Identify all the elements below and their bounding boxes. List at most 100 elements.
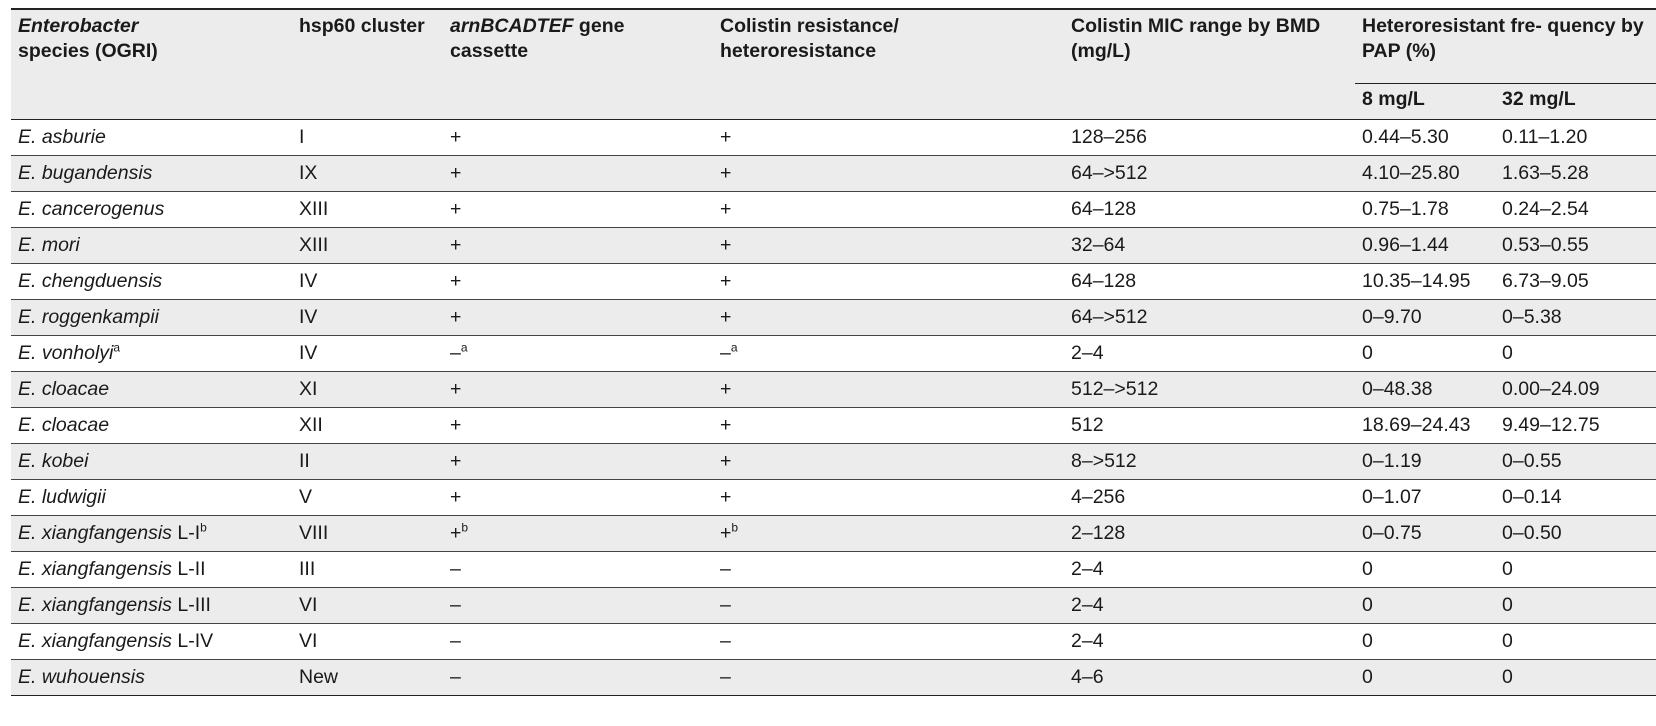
species-name: E. vonholyi xyxy=(18,342,114,364)
mic-value: 64–>512 xyxy=(1071,306,1148,328)
cell-species: E. ludwigii xyxy=(11,480,292,516)
freq-8-value: 0–1.07 xyxy=(1362,486,1422,508)
cell-freq-8: 0–1.07 xyxy=(1355,480,1495,516)
cell-species: E. chengduensis xyxy=(11,264,292,300)
freq-32-value: 9.49–12.75 xyxy=(1502,414,1600,436)
cell-freq-8: 0–1.19 xyxy=(1355,444,1495,480)
cell-freq-8: 0 xyxy=(1355,552,1495,588)
table-row: E. ludwigii V + +4–256 0–1.07 0–0.14 xyxy=(11,480,1656,516)
cell-freq-32: 0 xyxy=(1495,588,1656,624)
cell-freq-8: 0–0.75 xyxy=(1355,516,1495,552)
freq-32-value: 1.63–5.28 xyxy=(1502,162,1589,184)
freq-32-value: 0 xyxy=(1502,342,1513,364)
arn-value: – xyxy=(450,594,461,616)
cluster-value: IX xyxy=(299,162,318,184)
species-name: E. mori xyxy=(18,234,80,256)
cell-cluster: VIII xyxy=(292,516,443,552)
header-species: Enterobacter species (OGRI) xyxy=(11,9,292,120)
cell-arn: – xyxy=(443,552,713,588)
cell-mic: 32–64 xyxy=(1064,228,1355,264)
mic-value: 512 xyxy=(1071,414,1104,436)
mic-value: 64–128 xyxy=(1071,198,1137,220)
species-lineage: L-II xyxy=(171,558,206,580)
cell-cluster: XIII xyxy=(292,228,443,264)
table-row: E. cancerogenus XIII + +64–128 0.75–1.78 0.24… xyxy=(11,192,1656,228)
table-row: E. roggenkampii IV + +64–>512 0–9.70 0–5.38 xyxy=(11,299,1656,336)
mic-value: 2–4 xyxy=(1071,630,1104,652)
cell-mic: 2–4 xyxy=(1064,624,1355,660)
freq-8-value: 4.10–25.80 xyxy=(1362,162,1460,184)
resistance-footnote: b xyxy=(731,520,739,535)
arn-value: – xyxy=(450,558,461,580)
cell-freq-8: 0.44–5.30 xyxy=(1355,120,1495,156)
cell-freq-32: 0 xyxy=(1495,660,1656,696)
mic-value: 64–>512 xyxy=(1071,162,1148,184)
cell-arn: + xyxy=(443,408,713,444)
resistance-value: – xyxy=(720,594,731,616)
cell-arn: – xyxy=(443,660,713,696)
species-name: E. asburie xyxy=(18,126,106,148)
cell-species: E. xiangfangensis L-IV xyxy=(11,624,292,660)
freq-8-value: 0 xyxy=(1362,630,1373,652)
header-8mgl: 8 mg/L xyxy=(1362,88,1425,110)
species-name: E. xiangfangensis xyxy=(18,558,172,580)
cell-freq-32: 0 xyxy=(1495,336,1656,372)
resistance-value: + xyxy=(720,450,732,472)
cell-arn: + xyxy=(443,156,713,192)
cell-mic: 2–4 xyxy=(1064,588,1355,624)
cell-freq-32: 0.00–24.09 xyxy=(1495,372,1656,408)
cluster-value: XIII xyxy=(299,234,329,256)
cell-species: E. xiangfangensis L-II xyxy=(11,552,292,588)
cell-mic: 128–256 xyxy=(1064,120,1355,156)
cell-freq-8: 0.96–1.44 xyxy=(1355,228,1495,264)
header-species-rest: species (OGRI) xyxy=(18,40,158,62)
cell-cluster: New xyxy=(292,660,443,696)
cell-species: E. vonholyia xyxy=(11,336,292,372)
resistance-value: + xyxy=(720,306,732,328)
mic-value: 8–>512 xyxy=(1071,450,1137,472)
cell-freq-8: 0 xyxy=(1355,588,1495,624)
cell-mic: 64–128 xyxy=(1064,192,1355,228)
table-row: E. xiangfangensis L-III VI – – 2–4 0 0 xyxy=(11,587,1656,624)
cluster-value: VI xyxy=(299,594,318,616)
species-name: E. xiangfangensis xyxy=(18,630,172,652)
header-mic-range: Colistin MIC range by BMD (mg/L) xyxy=(1071,15,1321,62)
freq-8-value: 0.75–1.78 xyxy=(1362,198,1449,220)
cluster-value: IV xyxy=(299,306,318,328)
resistance-value: + xyxy=(720,486,732,508)
cell-freq-8: 4.10–25.80 xyxy=(1355,156,1495,192)
species-name: E. cloacae xyxy=(18,378,110,400)
cell-cluster: V xyxy=(292,480,443,516)
cluster-value: VI xyxy=(299,630,318,652)
cell-species: E. cloacae xyxy=(11,372,292,408)
freq-8-value: 0–0.75 xyxy=(1362,522,1422,544)
cell-arn: + xyxy=(443,228,713,264)
cell-resistance: + xyxy=(713,408,1064,444)
resistance-value: + xyxy=(720,414,732,436)
freq-32-value: 0–0.14 xyxy=(1502,486,1562,508)
freq-8-value: 0 xyxy=(1362,666,1373,688)
arn-value: + xyxy=(450,126,462,148)
cell-arn: – xyxy=(443,588,713,624)
freq-8-value: 10.35–14.95 xyxy=(1362,270,1471,292)
species-lineage: L-IV xyxy=(171,630,214,652)
cell-cluster: XII xyxy=(292,408,443,444)
table-row: E. xiangfangensis L-Ib VIII +b +b 2–128 0–0.7… xyxy=(11,515,1656,552)
cluster-value: New xyxy=(299,666,339,688)
cell-freq-8: 0 xyxy=(1355,624,1495,660)
cell-resistance: + xyxy=(713,444,1064,480)
cell-cluster: VI xyxy=(292,624,443,660)
table-row: E. kobei II + +8–>512 0–1.19 0–0.55 xyxy=(11,443,1656,480)
table-row: E. cloacae XII + +512 18.69–24.43 9.49–12.75 xyxy=(11,408,1656,444)
cell-cluster: VI xyxy=(292,588,443,624)
arn-value: + xyxy=(450,450,462,472)
resistance-value: + xyxy=(720,234,732,256)
cluster-value: XII xyxy=(299,414,323,436)
cell-cluster: IV xyxy=(292,264,443,300)
resistance-footnote: a xyxy=(730,340,738,355)
cell-mic: 64–>512 xyxy=(1064,156,1355,192)
arn-value: + xyxy=(450,414,462,436)
species-lineage: L-I xyxy=(171,522,201,544)
cell-arn: + xyxy=(443,120,713,156)
header-32mgl: 32 mg/L xyxy=(1502,88,1576,110)
